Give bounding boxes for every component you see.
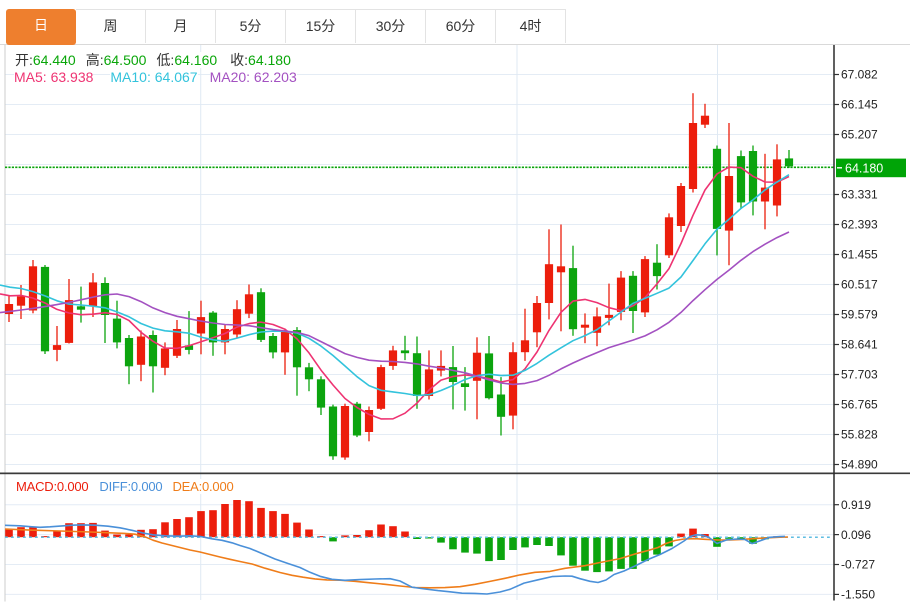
svg-text:66.145: 66.145 <box>841 98 878 112</box>
svg-text:64.180: 64.180 <box>845 161 883 175</box>
svg-text:-1.550: -1.550 <box>841 588 875 602</box>
svg-text:59.579: 59.579 <box>841 308 878 322</box>
svg-text:56.765: 56.765 <box>841 398 878 412</box>
svg-text:63.331: 63.331 <box>841 188 878 202</box>
svg-text:65.207: 65.207 <box>841 128 878 142</box>
svg-text:0.096: 0.096 <box>841 528 871 542</box>
svg-text:0.919: 0.919 <box>841 498 871 512</box>
svg-text:67.082: 67.082 <box>841 68 878 82</box>
svg-text:62.393: 62.393 <box>841 218 878 232</box>
svg-text:61.455: 61.455 <box>841 248 878 262</box>
svg-text:57.703: 57.703 <box>841 368 878 382</box>
svg-text:-0.727: -0.727 <box>841 558 875 572</box>
svg-text:55.828: 55.828 <box>841 428 878 442</box>
svg-text:54.890: 54.890 <box>841 458 878 472</box>
svg-text:58.641: 58.641 <box>841 338 878 352</box>
svg-text:60.517: 60.517 <box>841 278 878 292</box>
